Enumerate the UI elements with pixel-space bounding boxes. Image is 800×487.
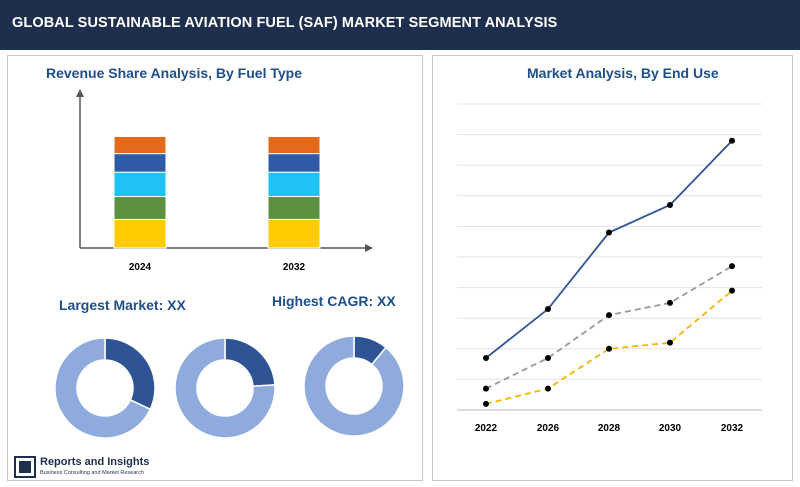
right-panel: Market Analysis, By End Use [432,55,793,481]
largest-market-label: Largest Market: XX [59,297,186,313]
fuel-type-title: Revenue Share Analysis, By Fuel Type [46,65,302,81]
left-panel: Revenue Share Analysis, By Fuel Type Lar… [7,55,423,481]
company-logo: Reports and Insights Business Consulting… [14,454,164,482]
end-use-title: Market Analysis, By End Use [527,65,719,81]
page-header: GLOBAL SUSTAINABLE AVIATION FUEL (SAF) M… [0,0,800,50]
highest-cagr-label: Highest CAGR: XX [272,293,396,309]
logo-tagline: Business Consulting and Market Research [40,470,144,476]
page-title: GLOBAL SUSTAINABLE AVIATION FUEL (SAF) M… [12,15,558,31]
logo-name: Reports and Insights [40,456,150,468]
logo-icon [14,456,36,478]
